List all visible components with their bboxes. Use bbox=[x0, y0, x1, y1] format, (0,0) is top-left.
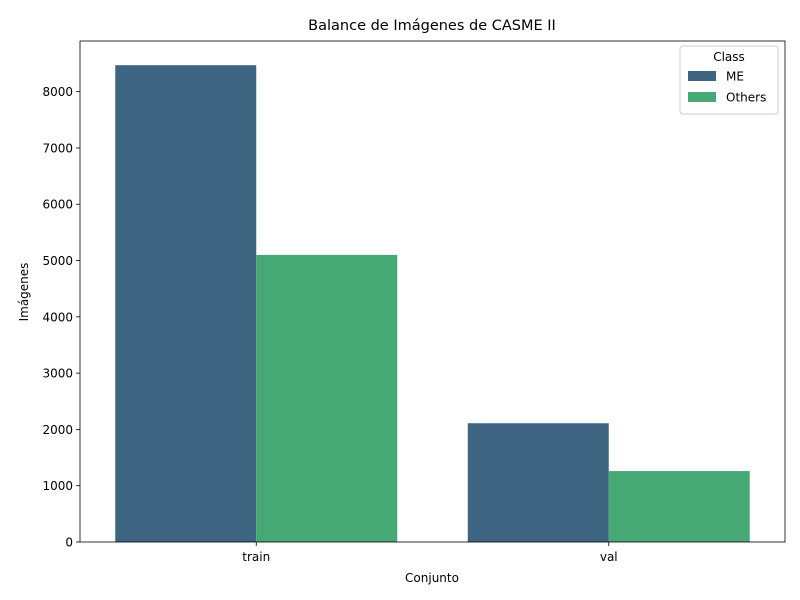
y-tick-label-4000: 4000 bbox=[42, 310, 73, 324]
plot-area: train val 0 1000 2000 3000 4000 5000 6000 7000 800… bbox=[42, 40, 786, 564]
legend-swatch-me bbox=[688, 71, 716, 81]
bar-train-others bbox=[256, 254, 398, 543]
legend-label-me: ME bbox=[726, 70, 744, 84]
legend-swatch-others bbox=[688, 92, 716, 102]
x-tick-label-train: train bbox=[242, 550, 270, 564]
x-axis-label: Conjunto bbox=[405, 571, 459, 585]
bar-val-me bbox=[467, 423, 609, 542]
chart-title: Balance de Imágenes de CASME II bbox=[308, 18, 556, 34]
y-tick-label-1000: 1000 bbox=[42, 479, 73, 493]
bar-val-others bbox=[608, 471, 750, 542]
x-tick-label-val: val bbox=[600, 550, 618, 564]
y-tick-label-8000: 8000 bbox=[42, 85, 73, 99]
legend-label-others: Others bbox=[726, 91, 766, 105]
plot-frame bbox=[79, 40, 786, 543]
y-tick-label-2000: 2000 bbox=[42, 423, 73, 437]
bar-train-me bbox=[115, 65, 257, 542]
legend-title: Class bbox=[713, 50, 745, 64]
legend: Class ME Others bbox=[679, 45, 779, 115]
y-tick-label-3000: 3000 bbox=[42, 367, 73, 381]
y-tick-label-7000: 7000 bbox=[42, 141, 73, 155]
y-tick-label-5000: 5000 bbox=[42, 254, 73, 268]
y-tick-label-0: 0 bbox=[65, 536, 73, 550]
y-tick-label-6000: 6000 bbox=[42, 198, 73, 212]
y-axis-label: Imágenes bbox=[17, 263, 31, 322]
